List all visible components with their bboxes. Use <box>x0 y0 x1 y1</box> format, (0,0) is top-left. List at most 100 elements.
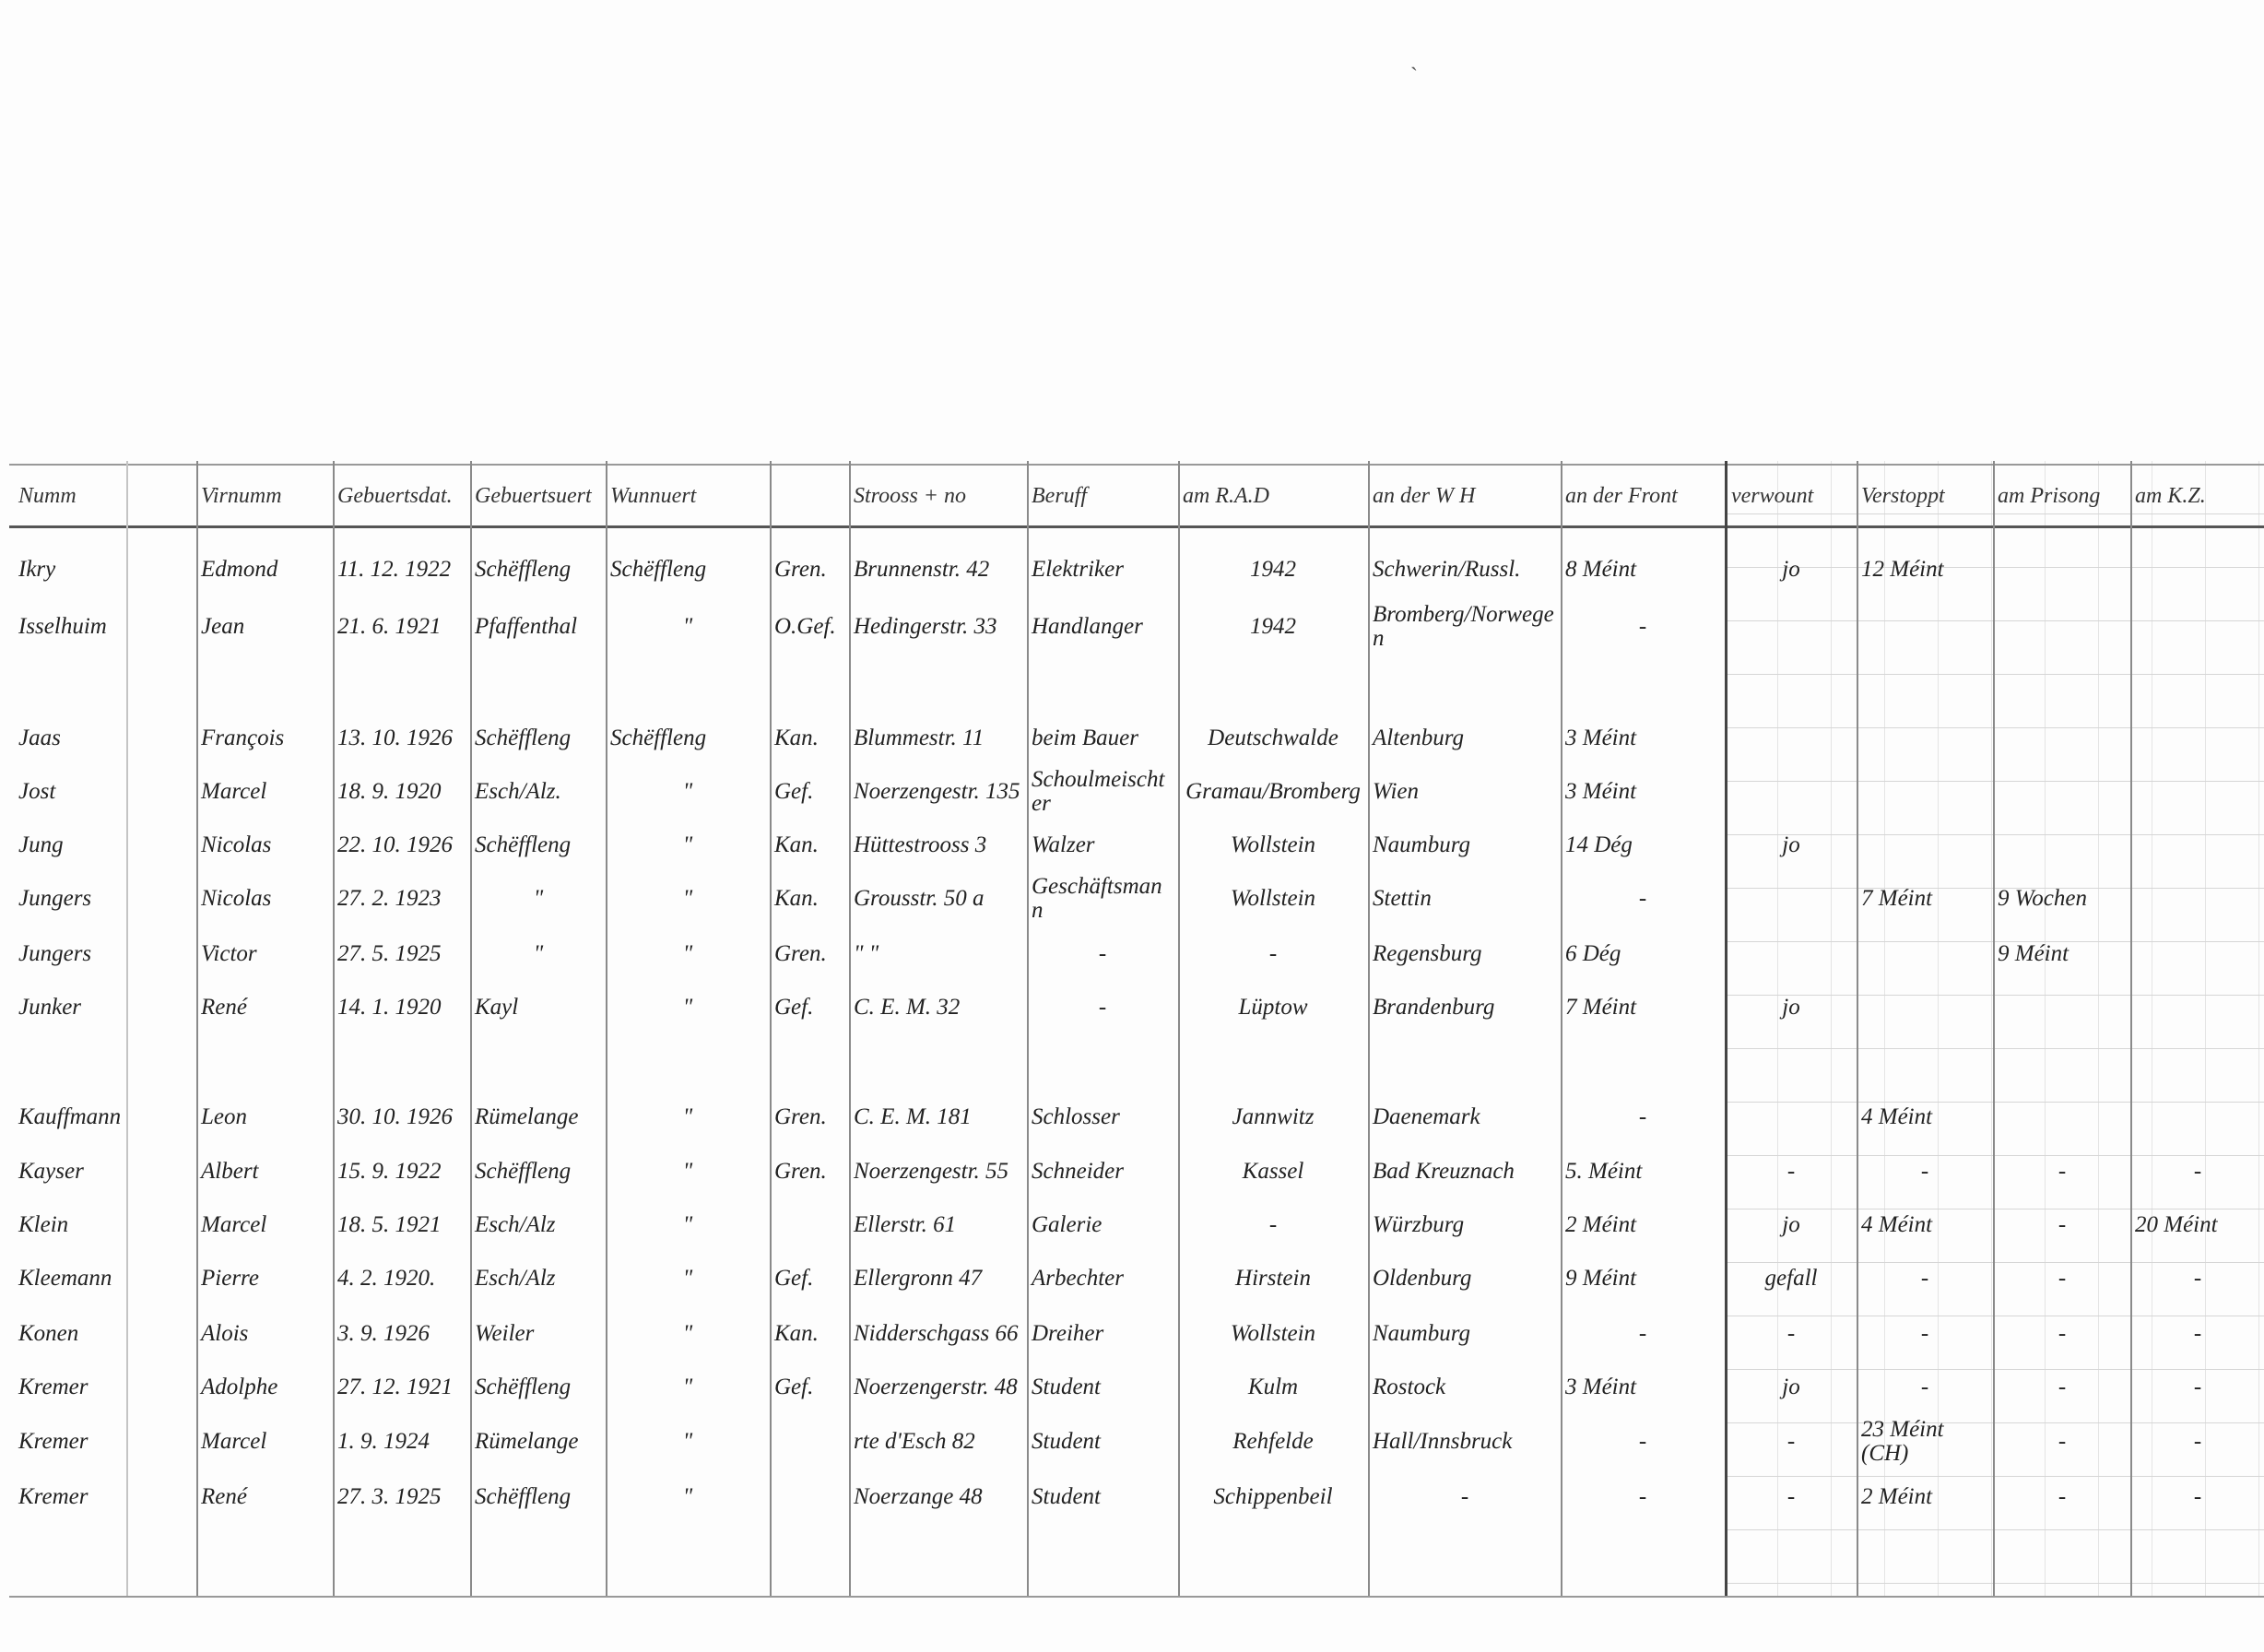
table-cell: 9 Wochen <box>1998 886 2087 911</box>
table-cell: - <box>1920 1266 1929 1291</box>
table-cell: jo <box>1782 1212 1800 1237</box>
table-cell: Pfaffenthal <box>475 614 578 639</box>
column-divider <box>1993 461 1995 1596</box>
table-cell: Schëffleng <box>475 1375 572 1399</box>
table-cell: 3 Méint <box>1565 726 1637 750</box>
table-cell: gefall <box>1764 1266 1818 1291</box>
table-cell: Dreiher <box>1032 1321 1104 1346</box>
table-cell: Handlanger <box>1032 614 1143 639</box>
column-divider <box>770 461 772 1596</box>
table-cell: Adolphe <box>201 1375 278 1399</box>
table-cell: Würzburg <box>1373 1212 1465 1237</box>
table-cell: Rehfelde <box>1232 1429 1314 1454</box>
table-cell: 1. 9. 1924 <box>337 1429 430 1454</box>
table-cell: Hall/Innsbruck <box>1373 1429 1513 1454</box>
table-cell: Kan. <box>774 1321 819 1346</box>
table-cell: Schoulmeischter <box>1032 767 1165 816</box>
table-cell: Schlosser <box>1032 1104 1120 1129</box>
table-cell: Gef. <box>774 1375 814 1399</box>
table-cell <box>1998 544 2127 596</box>
table-cell: Ellerstr. 61 <box>854 1212 957 1237</box>
table-cell: Altenburg <box>1373 726 1465 750</box>
table-cell: " <box>533 886 544 911</box>
column-header: Strooss + no <box>854 483 966 508</box>
table-cell: Arbechter <box>1032 1266 1124 1291</box>
table-cell: Stettin <box>1373 886 1432 911</box>
table-cell: - <box>2058 1429 2067 1454</box>
table-cell: - <box>1638 614 1647 639</box>
table-cell: Deutschwalde <box>1208 726 1338 750</box>
table-cell: Student <box>1032 1484 1101 1509</box>
table-cell <box>1731 1092 1851 1143</box>
table-cell: beim Bauer <box>1032 726 1138 750</box>
table-cell: - <box>1098 941 1107 966</box>
table-cell: Student <box>1032 1375 1101 1399</box>
table-cell: Marcel <box>201 1212 267 1237</box>
column-divider <box>196 461 198 1596</box>
column-divider <box>606 461 607 1596</box>
table-cell: Pierre <box>201 1266 259 1291</box>
table-cell: jo <box>1782 995 1800 1020</box>
table-cell: Junker <box>18 995 82 1020</box>
column-header: am Prisong <box>1998 483 2101 508</box>
table-cell <box>2135 982 2260 1033</box>
table-cell: 15. 9. 1922 <box>337 1159 442 1184</box>
table-cell: - <box>2193 1266 2202 1291</box>
table-cell: " <box>682 779 693 804</box>
table-cell <box>1731 928 1851 980</box>
column-header: an der W H <box>1373 483 1476 508</box>
table-cell: Jung <box>18 832 64 857</box>
table-cell <box>1998 713 2127 764</box>
table-cell: Galerie <box>1032 1212 1103 1237</box>
table-cell: Brandenburg <box>1373 995 1495 1020</box>
table-cell: 4. 2. 1920. <box>337 1266 436 1291</box>
table-cell: 27. 3. 1925 <box>337 1484 442 1509</box>
table-cell: Marcel <box>201 779 267 804</box>
table-cell: 1942 <box>1250 614 1296 639</box>
table-cell: Rostock <box>1373 1375 1446 1399</box>
table-cell: 5. Méint <box>1565 1159 1643 1184</box>
table-cell: 23 Méint (CH) <box>1861 1417 1944 1466</box>
table-cell: 14. 1. 1920 <box>337 995 442 1020</box>
table-cell: Schëffleng <box>610 726 707 750</box>
table-cell: " <box>682 941 693 966</box>
table-cell: Geschäftsmann <box>1032 874 1162 923</box>
table-cell: 6 Dég <box>1565 941 1621 966</box>
table-cell: 7 Méint <box>1861 886 1933 911</box>
table-cell: Nicolas <box>201 886 272 911</box>
table-cell: Schwerin/Russl. <box>1373 557 1521 582</box>
table-cell: - <box>1786 1484 1796 1509</box>
table-cell: Daenemark <box>1373 1104 1480 1129</box>
table-cell: 7 Méint <box>1565 995 1637 1020</box>
table-cell: Nidderschgass 66 <box>854 1321 1019 1346</box>
table-cell: - <box>1920 1321 1929 1346</box>
table-cell: " <box>682 1159 693 1184</box>
table-cell: Ikry <box>18 557 56 582</box>
table-cell: - <box>2193 1321 2202 1346</box>
column-header: Gebuertsuert <box>475 483 592 508</box>
table-cell: " <box>682 1104 693 1129</box>
column-header: Numm <box>18 483 77 508</box>
table-cell: - <box>1786 1429 1796 1454</box>
table-cell: - <box>1098 995 1107 1020</box>
table-cell <box>1998 601 2127 653</box>
table-cell <box>774 1471 844 1523</box>
table-cell: Gef. <box>774 1266 814 1291</box>
table-cell: Weiler <box>475 1321 535 1346</box>
column-divider <box>333 461 335 1596</box>
table-cell: 2 Méint <box>1861 1484 1933 1509</box>
table-cell <box>2135 544 2260 596</box>
table-cell: 1942 <box>1250 557 1296 582</box>
column-divider <box>1857 461 1858 1596</box>
table-cell <box>2135 601 2260 653</box>
table-cell: Hedingerstr. 33 <box>854 614 997 639</box>
table-cell <box>1998 982 2127 1033</box>
table-cell: - <box>1920 1375 1929 1399</box>
table-cell: Edmond <box>201 557 278 582</box>
table-cell: Kremer <box>18 1484 88 1509</box>
column-header: am K.Z. <box>2135 483 2206 508</box>
table-cell: - <box>1638 1104 1647 1129</box>
table-cell: - <box>1638 1429 1647 1454</box>
table-cell: " <box>533 941 544 966</box>
table-cell: O.Gef. <box>774 614 836 639</box>
